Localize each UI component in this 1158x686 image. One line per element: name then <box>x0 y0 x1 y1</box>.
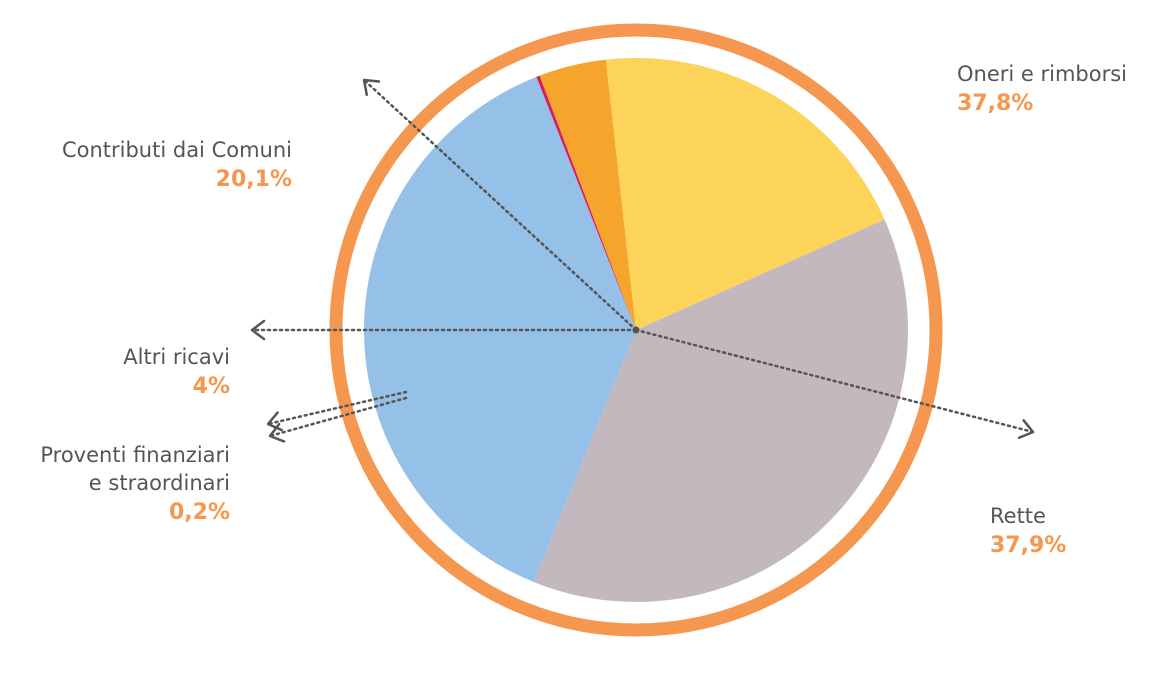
slice-label: Oneri e rimborsi <box>957 62 1128 86</box>
pie-slice-oneri-e-rimborsi <box>533 219 908 603</box>
pie-slice-altri-ricavi <box>539 59 636 331</box>
slice-value: 37,8% <box>957 91 1034 116</box>
slice-label: Contributi dai Comuni <box>61 138 292 162</box>
leader-oneri-e-rimborsi <box>362 78 638 332</box>
slice-value: 37,9% <box>990 533 1067 558</box>
slice-value: 4% <box>192 374 230 399</box>
leader-proventi-2 <box>268 396 408 438</box>
label-oneri-e-rimborsi: Oneri e rimborsi 37,8% <box>957 60 1127 120</box>
label-contributi-dai-comuni: Contributi dai Comuni 20,1% <box>62 136 292 196</box>
slice-value: 0,2% <box>168 500 230 525</box>
pie-slices <box>364 58 908 603</box>
label-proventi-finanziari: Proventi finanziari e straordinari 0,2% <box>40 441 230 529</box>
slice-label-line-1: Proventi finanziari <box>40 443 230 467</box>
slice-label: Altri ricavi <box>123 345 230 369</box>
label-altri-ricavi: Altri ricavi 4% <box>123 343 230 403</box>
pie-center-dot <box>632 326 640 334</box>
pie-slice-rette <box>364 76 636 583</box>
leader-proventi-2-arrowhead-icon <box>268 422 286 443</box>
leader-lines <box>250 78 1035 443</box>
leader-proventi-1 <box>266 390 408 426</box>
pie-slice-proventi-finanziari-e-straordinari <box>536 75 636 330</box>
pie-slice-contributi-dai-comuni <box>605 58 885 331</box>
leader-rette <box>634 328 1035 434</box>
leader-altri-ricavi-arrowhead-icon <box>250 319 266 341</box>
slice-label-line-2: e straordinari <box>88 471 230 495</box>
slice-value: 20,1% <box>215 167 292 192</box>
label-rette: Rette 37,9% <box>990 502 1066 562</box>
leader-rette-arrowhead-icon <box>1017 419 1035 439</box>
leader-oneri-e-rimborsi-arrowhead-icon <box>362 78 381 96</box>
slice-label: Rette <box>990 504 1046 528</box>
